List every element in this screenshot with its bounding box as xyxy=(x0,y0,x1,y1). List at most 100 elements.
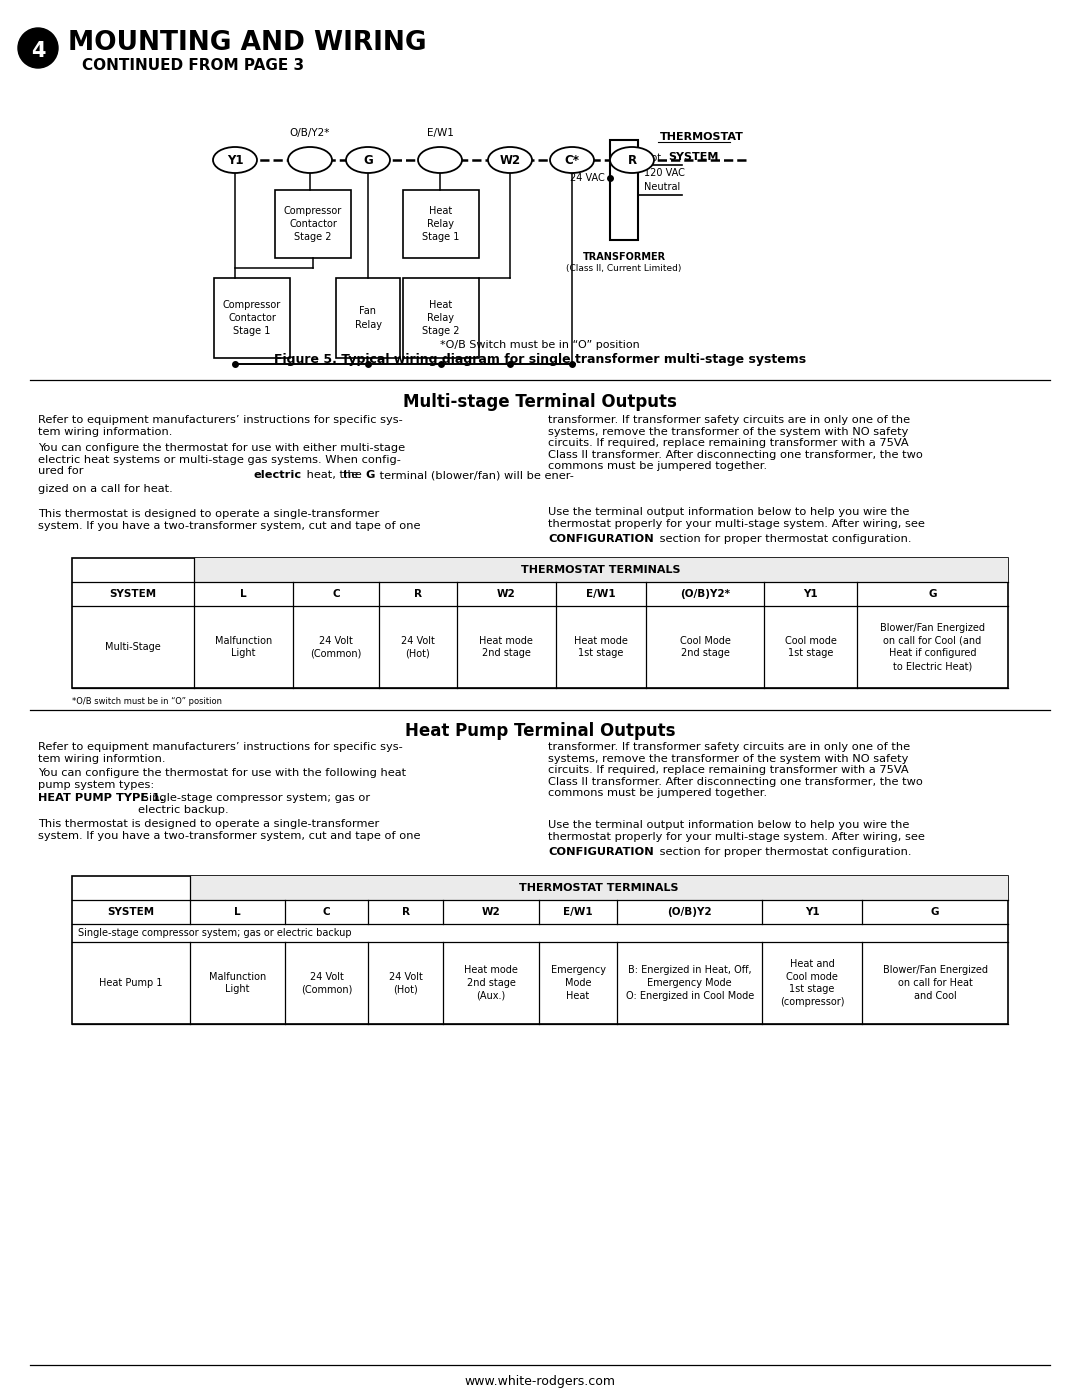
Text: (O/B)Y2: (O/B)Y2 xyxy=(667,907,712,916)
Text: E/W1: E/W1 xyxy=(564,907,593,916)
Text: Compressor
Contactor
Stage 2: Compressor Contactor Stage 2 xyxy=(284,205,342,242)
Ellipse shape xyxy=(213,147,257,173)
Text: Malfunction
Light: Malfunction Light xyxy=(215,636,272,658)
Text: Multi-stage Terminal Outputs: Multi-stage Terminal Outputs xyxy=(403,393,677,411)
Text: G: G xyxy=(931,907,940,916)
FancyBboxPatch shape xyxy=(403,278,480,358)
Text: Heat mode
2nd stage
(Aux.): Heat mode 2nd stage (Aux.) xyxy=(464,965,518,1000)
Text: heat, the: heat, the xyxy=(303,469,362,481)
Text: Cool mode
1st stage: Cool mode 1st stage xyxy=(785,636,837,658)
Text: www.white-rodgers.com: www.white-rodgers.com xyxy=(464,1375,616,1389)
Text: *O/B Switch must be in “O” position: *O/B Switch must be in “O” position xyxy=(441,339,639,351)
Text: Heat mode
1st stage: Heat mode 1st stage xyxy=(573,636,627,658)
Text: G: G xyxy=(365,469,375,481)
Text: section for proper thermostat configuration.: section for proper thermostat configurat… xyxy=(656,847,912,856)
Text: SYSTEM: SYSTEM xyxy=(107,907,154,916)
Ellipse shape xyxy=(488,147,532,173)
Text: SYSTEM: SYSTEM xyxy=(669,152,718,162)
Text: the: the xyxy=(343,469,365,481)
Text: MOUNTING AND WIRING: MOUNTING AND WIRING xyxy=(68,29,427,56)
Text: L: L xyxy=(240,590,246,599)
FancyBboxPatch shape xyxy=(193,557,1008,583)
Text: terminal (blower/fan) will be ener-: terminal (blower/fan) will be ener- xyxy=(376,469,573,481)
Text: Heat Pump Terminal Outputs: Heat Pump Terminal Outputs xyxy=(405,722,675,740)
Text: Y1: Y1 xyxy=(804,590,818,599)
FancyBboxPatch shape xyxy=(336,278,400,358)
Text: CONFIGURATION: CONFIGURATION xyxy=(548,847,653,856)
Text: Y1: Y1 xyxy=(805,907,820,916)
Text: electric: electric xyxy=(253,469,301,481)
Text: 24 Volt
(Hot): 24 Volt (Hot) xyxy=(389,971,422,995)
Text: 4: 4 xyxy=(30,41,45,61)
Text: Y1: Y1 xyxy=(227,154,243,166)
Text: THERMOSTAT TERMINALS: THERMOSTAT TERMINALS xyxy=(519,883,678,893)
FancyBboxPatch shape xyxy=(403,190,480,258)
Text: 24 Volt
(Common): 24 Volt (Common) xyxy=(310,636,362,658)
Text: G: G xyxy=(363,154,373,166)
Text: C: C xyxy=(323,907,330,916)
Text: Heat and
Cool mode
1st stage
(compressor): Heat and Cool mode 1st stage (compressor… xyxy=(780,958,845,1007)
Text: Fan
Relay: Fan Relay xyxy=(354,306,381,330)
Ellipse shape xyxy=(550,147,594,173)
Text: Blower/Fan Energized
on call for Heat
and Cool: Blower/Fan Energized on call for Heat an… xyxy=(882,965,987,1000)
Text: 24 Volt
(Common): 24 Volt (Common) xyxy=(301,971,352,995)
Text: section for proper thermostat configuration.: section for proper thermostat configurat… xyxy=(656,534,912,543)
Text: Refer to equipment manufacturers’ instructions for specific sys-
tem wiring info: Refer to equipment manufacturers’ instru… xyxy=(38,742,403,764)
FancyBboxPatch shape xyxy=(214,278,291,358)
Text: W2: W2 xyxy=(497,590,515,599)
Text: L: L xyxy=(234,907,241,916)
Text: O/B/Y2*: O/B/Y2* xyxy=(289,129,330,138)
FancyBboxPatch shape xyxy=(190,876,1008,900)
FancyBboxPatch shape xyxy=(610,140,638,240)
Circle shape xyxy=(18,28,58,68)
Text: R: R xyxy=(402,907,409,916)
Text: Use the terminal output information below to help you wire the
thermostat proper: Use the terminal output information belo… xyxy=(548,507,924,541)
Text: Figure 5. Typical wiring diagram for single transformer multi-stage systems: Figure 5. Typical wiring diagram for sin… xyxy=(274,353,806,366)
Text: You can configure the thermostat for use with the following heat
pump system typ: You can configure the thermostat for use… xyxy=(38,768,406,789)
Text: 24 VAC: 24 VAC xyxy=(570,173,605,183)
Text: G: G xyxy=(928,590,936,599)
Text: B: Energized in Heat, Off,
Emergency Mode
O: Energized in Cool Mode: B: Energized in Heat, Off, Emergency Mod… xyxy=(625,965,754,1000)
Text: SYSTEM: SYSTEM xyxy=(109,590,157,599)
Ellipse shape xyxy=(610,147,654,173)
Text: R: R xyxy=(414,590,421,599)
Text: Neutral: Neutral xyxy=(644,182,680,191)
Text: THERMOSTAT: THERMOSTAT xyxy=(660,131,744,142)
Text: *O/B switch must be in “O” position: *O/B switch must be in “O” position xyxy=(72,697,222,707)
Text: C*: C* xyxy=(565,154,580,166)
Text: Blower/Fan Energized
on call for Cool (and
Heat if configured
to Electric Heat): Blower/Fan Energized on call for Cool (a… xyxy=(880,623,985,671)
Text: Heat mode
2nd stage: Heat mode 2nd stage xyxy=(480,636,534,658)
Ellipse shape xyxy=(418,147,462,173)
Text: W2: W2 xyxy=(499,154,521,166)
Text: Heat Pump 1: Heat Pump 1 xyxy=(99,978,162,988)
Text: You can configure the thermostat for use with either multi-stage
electric heat s: You can configure the thermostat for use… xyxy=(38,443,405,476)
FancyBboxPatch shape xyxy=(275,190,351,258)
Text: E/W1: E/W1 xyxy=(427,129,454,138)
Text: CONFIGURATION: CONFIGURATION xyxy=(548,534,653,543)
Text: E/W1: E/W1 xyxy=(586,590,616,599)
Text: transformer. If transformer safety circuits are in only one of the
systems, remo: transformer. If transformer safety circu… xyxy=(548,415,923,471)
Text: Refer to equipment manufacturers’ instructions for specific sys-
tem wiring info: Refer to equipment manufacturers’ instru… xyxy=(38,415,403,437)
Text: This thermostat is designed to operate a single-transformer
system. If you have : This thermostat is designed to operate a… xyxy=(38,509,420,531)
Text: Multi-Stage: Multi-Stage xyxy=(105,643,161,652)
Text: TRANSFORMER: TRANSFORMER xyxy=(582,251,665,263)
Text: Malfunction
Light: Malfunction Light xyxy=(208,971,266,995)
Text: Compressor
Contactor
Stage 1: Compressor Contactor Stage 1 xyxy=(222,300,281,337)
Text: Heat
Relay
Stage 1: Heat Relay Stage 1 xyxy=(422,205,460,242)
Text: This thermostat is designed to operate a single-transformer
system. If you have : This thermostat is designed to operate a… xyxy=(38,819,420,841)
Text: W2: W2 xyxy=(482,907,500,916)
Text: Use the terminal output information below to help you wire the
thermostat proper: Use the terminal output information belo… xyxy=(548,820,924,854)
Text: CONTINUED FROM PAGE 3: CONTINUED FROM PAGE 3 xyxy=(82,57,305,73)
Text: Hot: Hot xyxy=(644,154,661,163)
Text: C: C xyxy=(332,590,340,599)
Text: Single-stage compressor system; gas or electric backup: Single-stage compressor system; gas or e… xyxy=(78,928,352,937)
Text: Emergency
Mode
Heat: Emergency Mode Heat xyxy=(551,965,606,1000)
Ellipse shape xyxy=(346,147,390,173)
Text: gized on a call for heat.: gized on a call for heat. xyxy=(38,483,173,493)
FancyBboxPatch shape xyxy=(72,876,1008,1024)
Text: HEAT PUMP TYPE 1.: HEAT PUMP TYPE 1. xyxy=(38,793,164,803)
Text: THERMOSTAT TERMINALS: THERMOSTAT TERMINALS xyxy=(522,564,680,576)
Text: transformer. If transformer safety circuits are in only one of the
systems, remo: transformer. If transformer safety circu… xyxy=(548,742,923,799)
Text: Cool Mode
2nd stage: Cool Mode 2nd stage xyxy=(679,636,731,658)
Text: 24 Volt
(Hot): 24 Volt (Hot) xyxy=(401,636,434,658)
